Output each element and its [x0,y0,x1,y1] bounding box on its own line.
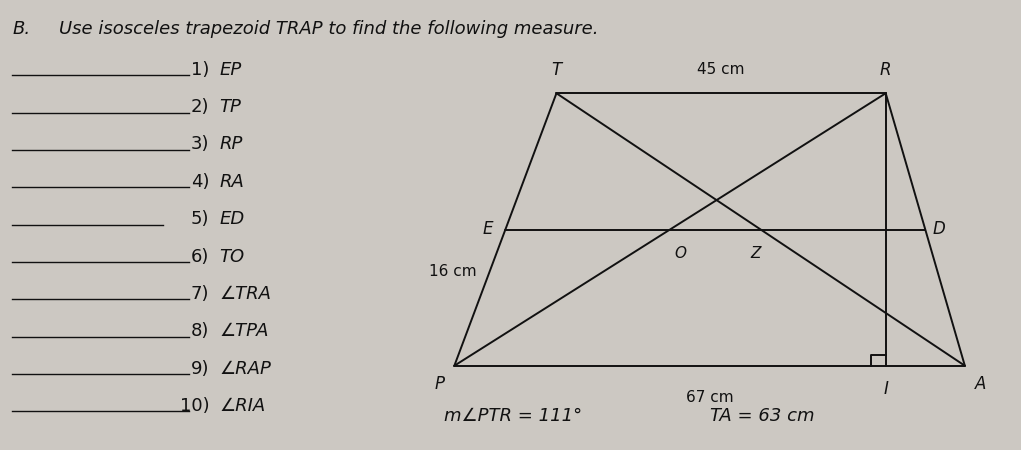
Text: TA = 63 cm: TA = 63 cm [710,407,814,425]
Text: EP: EP [220,61,242,79]
Text: 10): 10) [180,397,209,415]
Text: RA: RA [220,173,244,191]
Text: TP: TP [220,98,241,116]
Text: 3): 3) [191,135,209,153]
Text: P: P [434,375,444,393]
Text: TO: TO [220,248,245,266]
Text: 6): 6) [191,248,209,266]
Text: 4): 4) [191,173,209,191]
Text: B.: B. [12,20,31,38]
Text: O: O [674,246,686,261]
Text: E: E [482,220,492,238]
Text: 9): 9) [191,360,209,378]
Text: 67 cm: 67 cm [686,390,733,405]
Text: m∠PTR = 111°: m∠PTR = 111° [444,407,582,425]
Text: 45 cm: 45 cm [697,62,745,76]
Text: 2): 2) [191,98,209,116]
Text: D: D [933,220,945,238]
Text: ∠TRA: ∠TRA [220,285,272,303]
Text: 5): 5) [191,210,209,228]
Text: ∠RIA: ∠RIA [220,397,265,415]
Text: Z: Z [750,246,761,261]
Text: A: A [975,375,986,393]
Text: 16 cm: 16 cm [429,264,477,279]
Text: ED: ED [220,210,245,228]
Text: T: T [551,61,562,79]
Text: ∠TPA: ∠TPA [220,322,269,340]
Text: Use isosceles trapezoid TRAP to find the following measure.: Use isosceles trapezoid TRAP to find the… [59,20,598,38]
Text: RP: RP [220,135,243,153]
Text: R: R [880,61,891,79]
Text: 8): 8) [191,322,209,340]
Text: I: I [883,380,888,398]
Text: 7): 7) [191,285,209,303]
Text: 1): 1) [191,61,209,79]
Text: ∠RAP: ∠RAP [220,360,272,378]
